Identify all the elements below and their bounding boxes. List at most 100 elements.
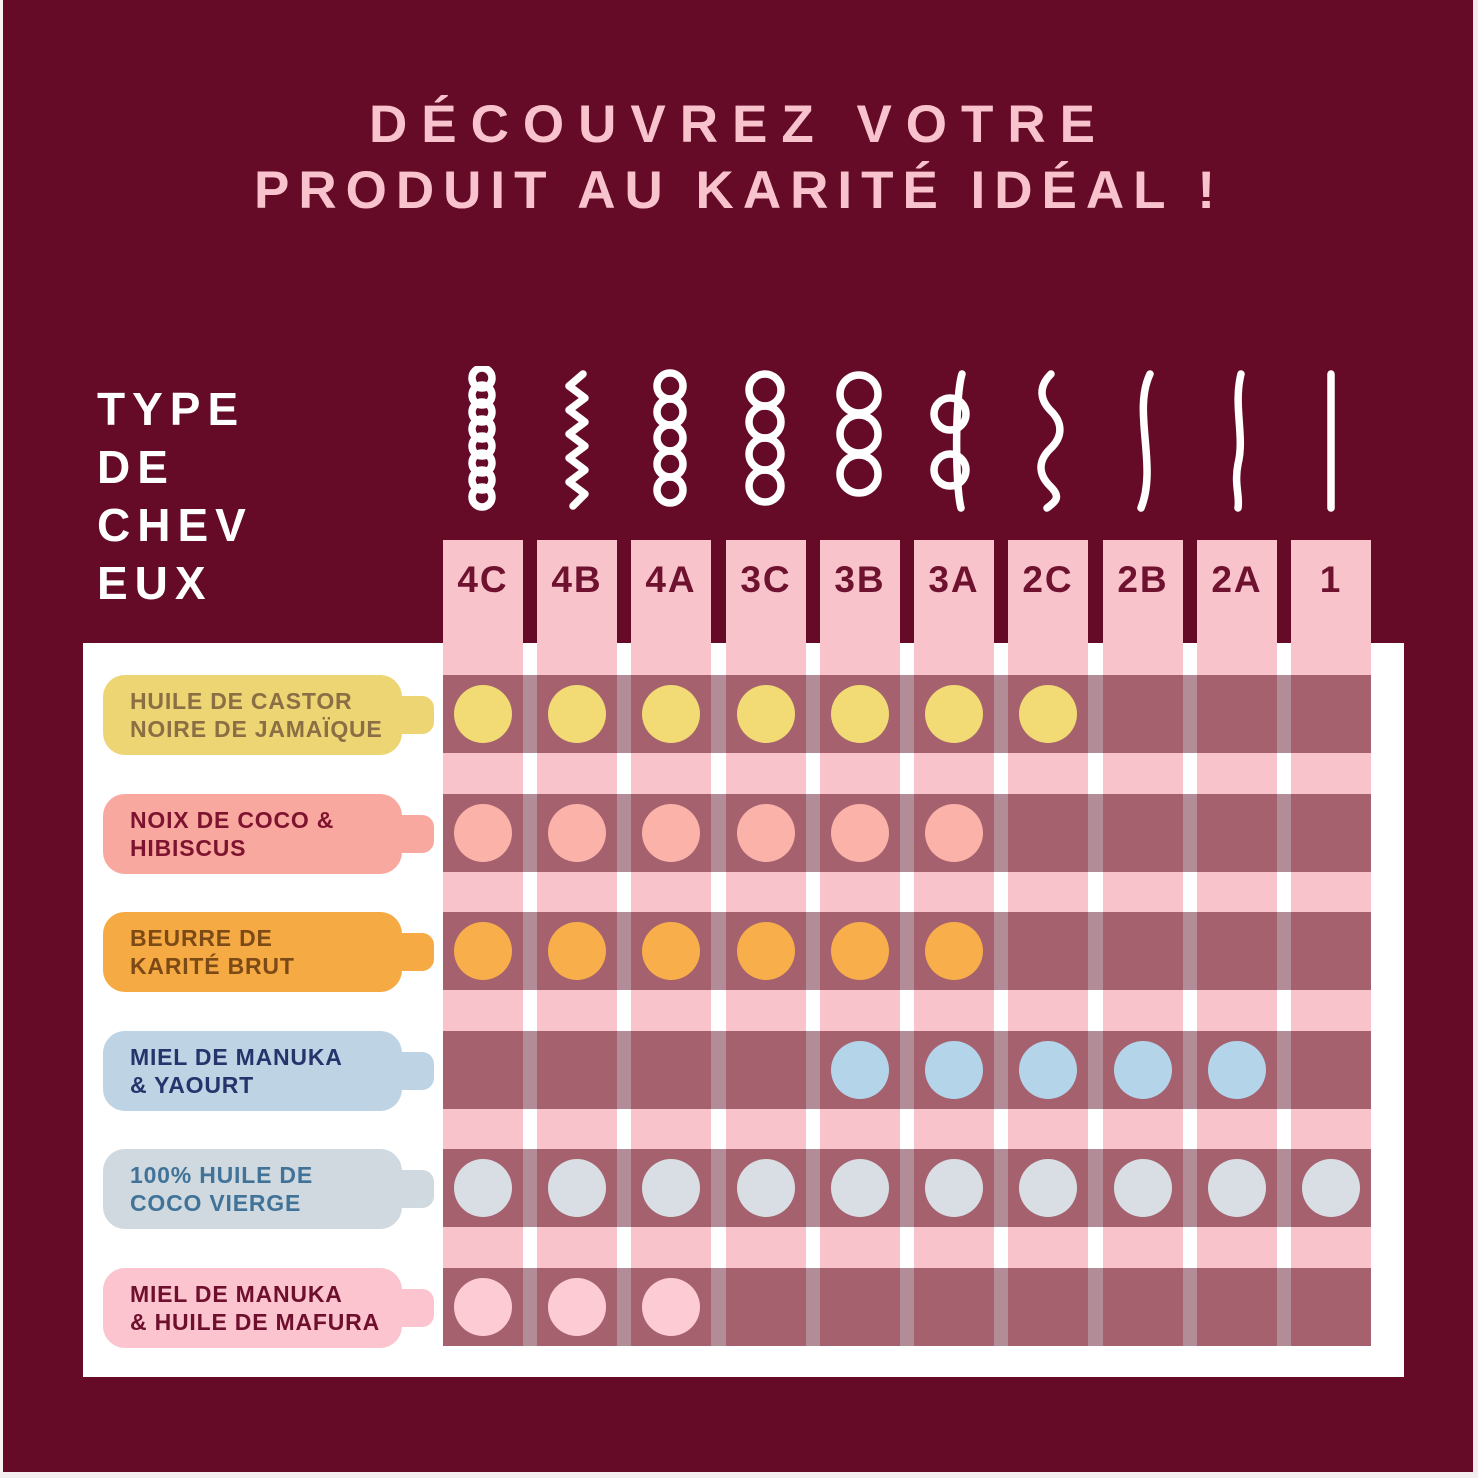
product-label-line1: MIEL DE MANUKA bbox=[130, 1281, 343, 1307]
match-dot bbox=[831, 922, 889, 980]
grid-cell-1 bbox=[1291, 675, 1371, 753]
match-dot bbox=[925, 922, 983, 980]
grid-cell-1 bbox=[1291, 1268, 1371, 1346]
grid-cell-2A bbox=[1197, 1268, 1277, 1346]
bottle-neck bbox=[400, 815, 434, 853]
coil-small-icon bbox=[641, 366, 701, 516]
product-label-line1: NOIX DE COCO & bbox=[130, 807, 335, 833]
grid-cell-3A bbox=[914, 794, 994, 872]
match-dot bbox=[831, 1159, 889, 1217]
grid-cell-4A bbox=[631, 794, 711, 872]
grid-cell-4A bbox=[631, 675, 711, 753]
grid-cell-2C bbox=[1008, 1031, 1088, 1109]
product-label-text: NOIX DE COCO & HIBISCUS bbox=[130, 806, 334, 862]
bottle-neck bbox=[400, 1289, 434, 1327]
grid-cell-4B bbox=[537, 1031, 617, 1109]
grid-cell-4B bbox=[537, 1149, 617, 1227]
grid-cell-4C bbox=[443, 1149, 523, 1227]
hair-type-axis-label: TYPE DE CHEV EUX bbox=[97, 383, 253, 609]
match-dot bbox=[642, 804, 700, 862]
grid-cell-3C bbox=[726, 912, 806, 990]
grid-cell-1 bbox=[1291, 1031, 1371, 1109]
grid-cell-4B bbox=[537, 912, 617, 990]
product-label-text: MIEL DE MANUKA & YAOURT bbox=[130, 1043, 343, 1099]
match-dot bbox=[642, 1159, 700, 1217]
grid-cell-4B bbox=[537, 794, 617, 872]
grid-row-4 bbox=[443, 1031, 1371, 1109]
grid-cell-2C bbox=[1008, 1149, 1088, 1227]
column-header-2C: 2C bbox=[1022, 559, 1074, 600]
grid-cell-4C bbox=[443, 1031, 523, 1109]
column-header-4A: 4A bbox=[645, 559, 697, 600]
column-header-3A: 3A bbox=[928, 559, 980, 600]
match-dot bbox=[925, 1159, 983, 1217]
grid-cell-1 bbox=[1291, 912, 1371, 990]
match-dot bbox=[454, 685, 512, 743]
product-label-line1: HUILE DE CASTOR bbox=[130, 688, 353, 714]
product-label-line2: HIBISCUS bbox=[130, 835, 247, 861]
column-header-2A: 2A bbox=[1211, 559, 1263, 600]
grid-cell-3C bbox=[726, 1031, 806, 1109]
grid-cell-2B bbox=[1103, 1031, 1183, 1109]
column-header-3C: 3C bbox=[740, 559, 792, 600]
grid-cell-2A bbox=[1197, 1031, 1277, 1109]
match-dot bbox=[548, 1278, 606, 1336]
product-label-line2: & HUILE DE MAFURA bbox=[130, 1309, 380, 1335]
grid-cell-4C bbox=[443, 675, 523, 753]
grid-cell-3A bbox=[914, 1268, 994, 1346]
grid-cell-3B bbox=[820, 1149, 900, 1227]
product-label-3: BEURRE DE KARITÉ BRUT bbox=[103, 912, 434, 992]
match-dot bbox=[737, 804, 795, 862]
match-dot bbox=[1114, 1041, 1172, 1099]
grid-cell-2A bbox=[1197, 675, 1277, 753]
wave-soft-icon bbox=[1113, 366, 1173, 516]
match-dot bbox=[1019, 1041, 1077, 1099]
loops-two-icon bbox=[924, 366, 984, 516]
straight-icon bbox=[1301, 366, 1361, 516]
grid-cell-4A bbox=[631, 1149, 711, 1227]
grid-row-3 bbox=[443, 912, 1371, 990]
bottom-edge-artifact bbox=[0, 1472, 1478, 1478]
grid-cell-4C bbox=[443, 1268, 523, 1346]
product-label-line2: KARITÉ BRUT bbox=[130, 953, 295, 979]
product-label-1: HUILE DE CASTOR NOIRE DE JAMAÏQUE bbox=[103, 675, 434, 755]
match-dot bbox=[454, 804, 512, 862]
match-dot bbox=[1019, 685, 1077, 743]
match-dot bbox=[642, 922, 700, 980]
match-dot bbox=[454, 922, 512, 980]
product-label-text: HUILE DE CASTOR NOIRE DE JAMAÏQUE bbox=[130, 687, 383, 743]
column-header-4B: 4B bbox=[551, 559, 603, 600]
grid-row-5 bbox=[443, 1149, 1371, 1227]
page-title: DÉCOUVREZ VOTRE PRODUIT AU KARITÉ IDÉAL … bbox=[0, 92, 1478, 224]
grid-cell-3B bbox=[820, 1268, 900, 1346]
match-dot bbox=[548, 922, 606, 980]
page-title-line1: DÉCOUVREZ VOTRE bbox=[368, 95, 1110, 154]
bottle-neck bbox=[400, 933, 434, 971]
match-dot bbox=[1208, 1159, 1266, 1217]
match-dot bbox=[548, 685, 606, 743]
grid-cell-2A bbox=[1197, 1149, 1277, 1227]
column-header-1: 1 bbox=[1319, 559, 1343, 600]
product-label-line1: BEURRE DE bbox=[130, 925, 273, 951]
right-edge-artifact bbox=[1473, 0, 1478, 1478]
match-dot bbox=[737, 922, 795, 980]
match-dot bbox=[1019, 1159, 1077, 1217]
match-dot bbox=[925, 804, 983, 862]
match-dot bbox=[548, 1159, 606, 1217]
grid-cell-3C bbox=[726, 675, 806, 753]
grid-cell-1 bbox=[1291, 794, 1371, 872]
grid-cell-3B bbox=[820, 675, 900, 753]
grid-cell-3B bbox=[820, 912, 900, 990]
wave-slight-icon bbox=[1207, 366, 1267, 516]
match-dot bbox=[925, 685, 983, 743]
grid-cell-3A bbox=[914, 675, 994, 753]
match-dot bbox=[831, 685, 889, 743]
grid-cell-1 bbox=[1291, 1149, 1371, 1227]
match-dot bbox=[454, 1278, 512, 1336]
coil-tight-icon bbox=[453, 366, 513, 516]
match-dot bbox=[642, 685, 700, 743]
grid-cell-2C bbox=[1008, 1268, 1088, 1346]
grid-cell-2B bbox=[1103, 794, 1183, 872]
grid-cell-4B bbox=[537, 675, 617, 753]
grid-cell-2A bbox=[1197, 794, 1277, 872]
